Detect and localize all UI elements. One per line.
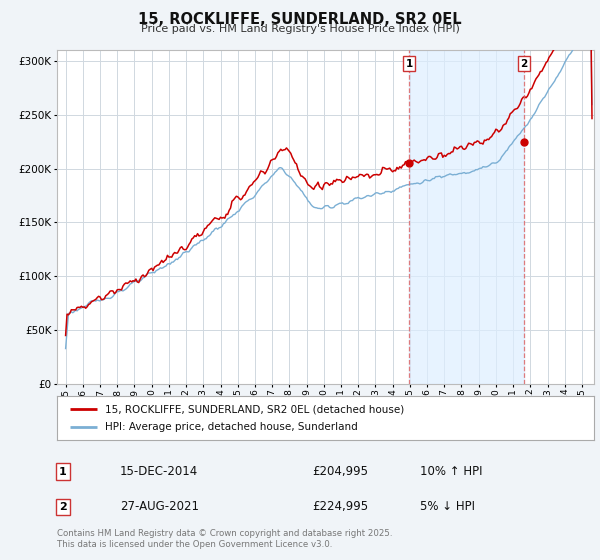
Text: 15, ROCKLIFFE, SUNDERLAND, SR2 0EL: 15, ROCKLIFFE, SUNDERLAND, SR2 0EL	[138, 12, 462, 27]
Text: Contains HM Land Registry data © Crown copyright and database right 2025.
This d: Contains HM Land Registry data © Crown c…	[57, 529, 392, 549]
Bar	[409, 50, 524, 384]
Text: HPI: Average price, detached house, Sunderland: HPI: Average price, detached house, Sund…	[106, 422, 358, 432]
Text: 15-DEC-2014: 15-DEC-2014	[120, 465, 198, 478]
Text: 2: 2	[59, 502, 67, 512]
Text: £224,995: £224,995	[312, 500, 368, 514]
Text: £204,995: £204,995	[312, 465, 368, 478]
Text: 27-AUG-2021: 27-AUG-2021	[120, 500, 199, 514]
Text: 2: 2	[521, 59, 528, 69]
Text: 10% ↑ HPI: 10% ↑ HPI	[420, 465, 482, 478]
Text: 1: 1	[59, 466, 67, 477]
Text: 1: 1	[406, 59, 413, 69]
Text: 5% ↓ HPI: 5% ↓ HPI	[420, 500, 475, 514]
Text: 15, ROCKLIFFE, SUNDERLAND, SR2 0EL (detached house): 15, ROCKLIFFE, SUNDERLAND, SR2 0EL (deta…	[106, 404, 404, 414]
Text: Price paid vs. HM Land Registry's House Price Index (HPI): Price paid vs. HM Land Registry's House …	[140, 24, 460, 34]
